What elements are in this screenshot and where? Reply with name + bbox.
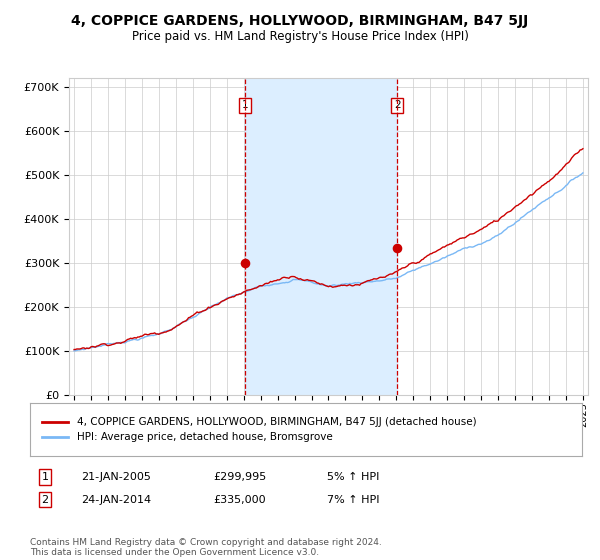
Text: Contains HM Land Registry data © Crown copyright and database right 2024.
This d: Contains HM Land Registry data © Crown c… bbox=[30, 538, 382, 557]
Text: 1: 1 bbox=[41, 472, 49, 482]
Text: £335,000: £335,000 bbox=[213, 494, 266, 505]
Text: 2: 2 bbox=[394, 100, 401, 110]
Text: Price paid vs. HM Land Registry's House Price Index (HPI): Price paid vs. HM Land Registry's House … bbox=[131, 30, 469, 43]
Text: 7% ↑ HPI: 7% ↑ HPI bbox=[327, 494, 380, 505]
Point bbox=[392, 243, 402, 252]
Text: 1: 1 bbox=[241, 100, 248, 110]
Text: 5% ↑ HPI: 5% ↑ HPI bbox=[327, 472, 379, 482]
Point bbox=[240, 259, 250, 268]
Text: £299,995: £299,995 bbox=[213, 472, 266, 482]
Legend: 4, COPPICE GARDENS, HOLLYWOOD, BIRMINGHAM, B47 5JJ (detached house), HPI: Averag: 4, COPPICE GARDENS, HOLLYWOOD, BIRMINGHA… bbox=[38, 413, 481, 446]
Bar bbox=[245, 78, 397, 395]
Text: 2: 2 bbox=[41, 494, 49, 505]
Text: 4, COPPICE GARDENS, HOLLYWOOD, BIRMINGHAM, B47 5JJ: 4, COPPICE GARDENS, HOLLYWOOD, BIRMINGHA… bbox=[71, 14, 529, 28]
Text: 24-JAN-2014: 24-JAN-2014 bbox=[81, 494, 151, 505]
Text: 21-JAN-2005: 21-JAN-2005 bbox=[81, 472, 151, 482]
